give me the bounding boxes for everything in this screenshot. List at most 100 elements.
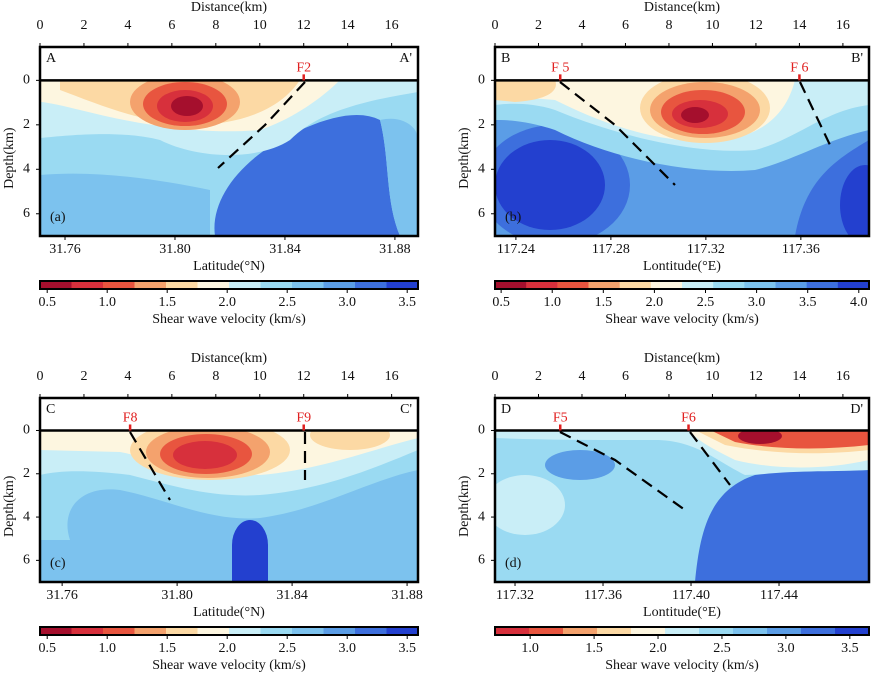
colorbar-tick-label: 4.0	[850, 295, 868, 310]
y-tick-label: 4	[478, 162, 485, 177]
section-label: B	[501, 51, 510, 66]
y-tick-label: 6	[478, 206, 485, 221]
section-box	[40, 398, 418, 431]
distance-tick-label: 8	[212, 18, 219, 33]
colorbar-tick-label: 2.5	[713, 641, 731, 656]
colorbar-bin	[292, 281, 324, 289]
x-tick-label: 117.36	[782, 242, 820, 257]
colorbar-tick-label: 2.0	[218, 295, 236, 310]
colorbar-bin	[260, 281, 293, 289]
distance-tick-label: 0	[37, 18, 44, 33]
colorbar-tick-label: 3.5	[398, 641, 416, 656]
distance-tick-label: 4	[124, 18, 131, 33]
colorbar-bin	[103, 281, 135, 289]
colorbar-bin	[597, 627, 632, 635]
colorbar-tick-label: 2.5	[278, 641, 296, 656]
y-axis-title: Depth(km)	[2, 475, 17, 537]
section-label: B'	[851, 51, 863, 66]
colorbar-tick-label: 3.5	[841, 641, 859, 656]
panel-label: (a)	[50, 210, 66, 225]
x-axis-title: Lontitude(°E)	[643, 259, 721, 274]
colorbar-bin	[386, 627, 419, 635]
colorbar-tick-label: 3.0	[777, 641, 795, 656]
section-label: C'	[400, 402, 412, 417]
y-tick-label: 2	[478, 117, 485, 132]
colorbar-tick-label: 1.0	[521, 641, 539, 656]
colorbar-tick-label: 1.5	[585, 641, 603, 656]
panel-label: (d)	[505, 556, 522, 571]
colorbar-bin	[355, 627, 387, 635]
colorbar-bin	[166, 627, 198, 635]
colorbar-tick-label: 1.0	[98, 641, 116, 656]
axis-title: Distance(km)	[191, 351, 268, 366]
distance-tick-label: 6	[622, 369, 629, 384]
colorbar-tick-label: 1.5	[158, 641, 176, 656]
colorbar-tick-label: 1.5	[158, 295, 176, 310]
x-tick-label: 31.76	[49, 242, 81, 257]
colorbar-bin	[40, 627, 72, 635]
velocity-field	[495, 430, 869, 582]
colorbar-bin	[619, 281, 652, 289]
y-tick-label: 6	[478, 553, 485, 568]
colorbar-tick-label: 0.5	[38, 295, 56, 310]
colorbar-bin	[386, 281, 419, 289]
colorbar-tick-label: 2.5	[278, 295, 296, 310]
frame	[493, 45, 871, 238]
colorbar-frame	[39, 280, 419, 290]
colorbar-tick-label: 3.5	[398, 295, 416, 310]
fault-line	[689, 431, 731, 486]
colorbar-bin	[775, 281, 808, 289]
distance-tick-label: 16	[836, 369, 850, 384]
y-tick-label: 2	[478, 466, 485, 481]
x-tick-label: 117.32	[687, 242, 725, 257]
fault-label: F 5	[551, 61, 569, 76]
x-tick-label: 31.80	[159, 242, 191, 257]
x-axis-title: Latitude(°N)	[193, 605, 265, 620]
distance-tick-label: 16	[836, 18, 850, 33]
x-tick-label: 117.40	[672, 588, 710, 603]
colorbar-bin	[806, 281, 839, 289]
colorbar-bin	[71, 627, 104, 635]
distance-tick-label: 12	[297, 369, 311, 384]
x-axis-title: Latitude(°N)	[193, 259, 265, 274]
colorbar-bin	[260, 627, 293, 635]
x-tick-label: 31.80	[161, 588, 193, 603]
distance-tick-label: 14	[341, 18, 355, 33]
colorbar-bin	[835, 627, 870, 635]
colorbar-bin	[197, 281, 230, 289]
colorbar-bin	[40, 281, 72, 289]
section-label: D'	[850, 402, 863, 417]
colorbar-bin	[229, 627, 261, 635]
colorbar-tick-label: 3.0	[338, 295, 356, 310]
fault-line	[217, 81, 306, 169]
velocity-field	[495, 80, 869, 236]
distance-tick-label: 4	[578, 18, 585, 33]
fault-line	[559, 431, 686, 511]
colorbar-tick-label: 3.5	[799, 295, 817, 310]
colorbar-bin	[495, 627, 530, 635]
distance-tick-label: 8	[212, 369, 219, 384]
distance-tick-label: 6	[622, 18, 629, 33]
distance-tick-label: 8	[665, 369, 672, 384]
colorbar-bin	[71, 281, 104, 289]
fault-line	[129, 431, 171, 501]
distance-tick-label: 2	[80, 369, 87, 384]
distance-tick-label: 12	[749, 369, 763, 384]
distance-tick-label: 8	[665, 18, 672, 33]
colorbar-bin	[699, 627, 734, 635]
colorbar-tick-label: 1.5	[595, 295, 613, 310]
colorbar-tick-label: 2.0	[218, 641, 236, 656]
distance-tick-label: 4	[124, 369, 131, 384]
distance-tick-label: 0	[492, 369, 499, 384]
colorbar-tick-label: 1.0	[98, 295, 116, 310]
y-tick-label: 4	[478, 509, 485, 524]
distance-tick-label: 2	[80, 18, 87, 33]
distance-tick-label: 12	[749, 18, 763, 33]
y-axis-title: Depth(km)	[457, 127, 472, 189]
axis-title: Distance(km)	[644, 351, 721, 366]
y-axis-title: Depth(km)	[2, 127, 17, 189]
y-tick-label: 2	[23, 466, 30, 481]
colorbar-title: Shear wave velocity (km/s)	[605, 312, 759, 327]
colorbar-frame	[39, 626, 419, 636]
